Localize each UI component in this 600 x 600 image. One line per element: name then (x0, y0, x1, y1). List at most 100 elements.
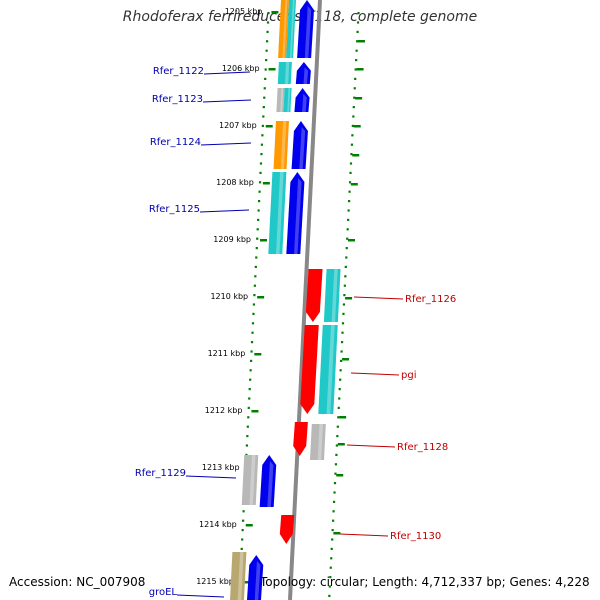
ring-dot (355, 40, 359, 43)
ring-dot (263, 96, 266, 99)
ring-dot (258, 190, 261, 193)
gene-label: Rfer_1126 (405, 294, 456, 305)
genome-backbone (288, 0, 322, 600)
ring-dot (354, 68, 357, 71)
ring-dot (248, 397, 251, 400)
ring-dot (340, 341, 344, 344)
outer-ring-tick (350, 183, 358, 186)
kbp-label: 1205 kbp (225, 7, 263, 16)
feature-cyan-shade (276, 172, 284, 254)
feature-gray-shade (249, 455, 256, 505)
ring-dot (328, 585, 331, 588)
ring-dot (342, 303, 346, 306)
ring-dot (349, 171, 352, 174)
ring-dot (332, 500, 336, 503)
gene-label: Rfer_1129 (135, 468, 186, 479)
feature-cyan (283, 88, 292, 112)
ring-dot (250, 341, 254, 344)
ring-dot (338, 397, 341, 400)
ring-dot (341, 331, 344, 334)
outer-ring-tick (337, 443, 345, 446)
ring-dot (253, 294, 256, 297)
feature-gray-shade (280, 88, 284, 112)
ring-dot (246, 425, 249, 428)
outer-ring-tick (342, 358, 350, 361)
cds-forward (247, 555, 264, 600)
gene-leader-line (350, 372, 400, 376)
gene-label: Rfer_1130 (390, 531, 441, 542)
ring-dot (256, 237, 259, 240)
feature-gray (276, 88, 285, 112)
ring-dot (332, 519, 335, 522)
ring-dot (260, 153, 263, 156)
ring-dot (242, 510, 245, 513)
outer-ring-tick (333, 532, 341, 535)
feature-gray (310, 424, 326, 460)
ring-dot (345, 256, 348, 259)
ring-dot (340, 359, 343, 362)
ring-dot (357, 12, 360, 15)
cds-reverse (293, 422, 308, 456)
ring-dot (251, 322, 255, 325)
kbp-label: 1209 kbp (213, 235, 251, 244)
gene-leader-line (176, 594, 225, 598)
gene-leader-line (353, 296, 404, 300)
ring-dot (242, 519, 245, 522)
gene-label: Rfer_1128 (397, 442, 448, 453)
feature-cyan (277, 62, 292, 84)
outer-ring-tick (356, 68, 364, 71)
ring-dot (328, 594, 331, 597)
ring-dot (346, 228, 349, 231)
ring-dot (334, 463, 338, 466)
ring-dot (339, 378, 342, 381)
feature-cyan (286, 0, 296, 58)
ring-dot (258, 181, 262, 184)
ring-dot (347, 218, 350, 221)
ring-dot (343, 294, 346, 297)
ring-dot (264, 77, 267, 80)
ring-dot (342, 312, 345, 315)
feature-cyan-shade (287, 88, 291, 112)
ring-dot (351, 134, 354, 137)
gene-leader-line (339, 533, 389, 537)
ring-dot (332, 510, 335, 513)
ring-dot (266, 21, 270, 24)
ring-dot (256, 228, 259, 231)
ring-dot (355, 59, 358, 62)
ring-dot (345, 247, 348, 250)
ring-dot (356, 30, 359, 33)
gene-label: Rfer_1124 (150, 137, 201, 148)
gene-leader-line (202, 99, 252, 103)
cds-reverse (300, 325, 319, 414)
kbp-label: 1207 kbp (219, 121, 257, 130)
ring-dot (354, 77, 357, 80)
outer-ring-tick (345, 297, 353, 300)
feature-cyan (268, 172, 287, 254)
ring-dot (329, 576, 332, 579)
ring-dot (337, 416, 340, 419)
ring-dot (352, 106, 355, 109)
gene-label: Rfer_1125 (149, 204, 200, 215)
ring-dot (241, 538, 244, 541)
outer-ring-tick (353, 125, 361, 128)
ring-dot (254, 265, 257, 268)
ring-dot (331, 538, 334, 541)
ring-dot (356, 21, 360, 24)
ring-dot (348, 181, 352, 184)
outer-ring-tick (348, 239, 355, 242)
gene-label: Rfer_1122 (153, 66, 204, 77)
ring-dot (249, 378, 252, 381)
ring-dot (329, 566, 332, 569)
ring-dot (343, 284, 346, 287)
ring-dot (258, 200, 261, 203)
kbp-label: 1213 kbp (202, 463, 240, 472)
ring-dot (348, 200, 351, 203)
ring-dot (245, 444, 248, 447)
ring-dot (353, 87, 356, 90)
feature-gray-shade (317, 424, 323, 460)
cds-reverse (279, 515, 295, 544)
kbp-tick (262, 182, 270, 185)
ring-dot (331, 529, 334, 532)
ring-dot (349, 162, 353, 165)
feature-gray (241, 455, 259, 505)
